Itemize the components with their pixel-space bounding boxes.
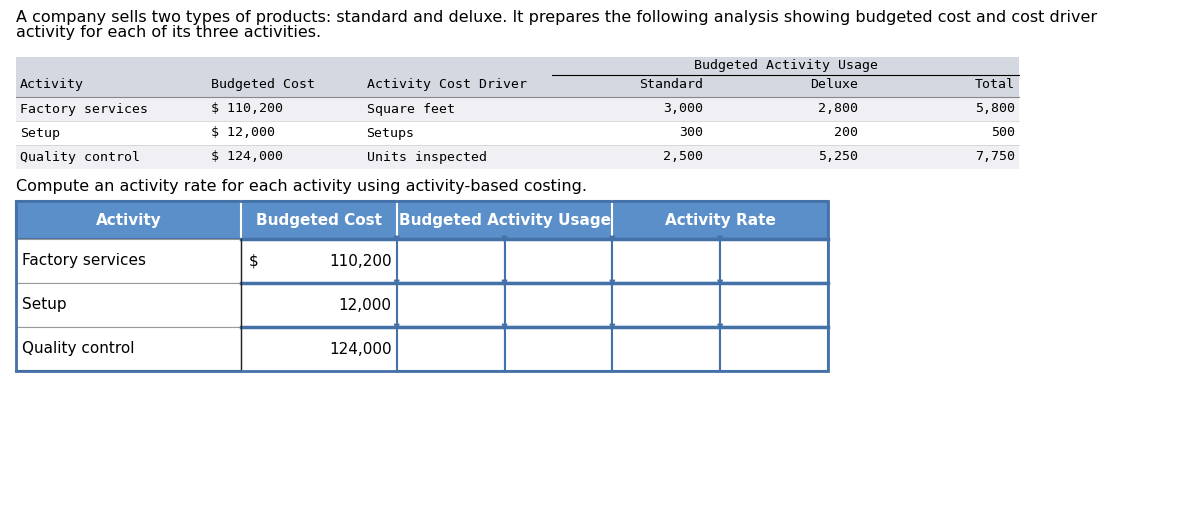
Bar (397, 239, 504, 283)
Bar (241, 327, 397, 371)
Bar (504, 327, 612, 371)
Text: 200: 200 (834, 127, 858, 140)
Bar (720, 283, 828, 327)
Text: Setup: Setup (20, 127, 60, 140)
Bar (16, 201, 828, 239)
Bar (16, 145, 1020, 169)
Text: Quality control: Quality control (23, 341, 134, 356)
Bar (16, 57, 1020, 97)
Text: 300: 300 (679, 127, 703, 140)
Text: 124,000: 124,000 (329, 341, 391, 356)
Text: $ 124,000: $ 124,000 (211, 150, 283, 163)
Bar (612, 327, 720, 371)
Bar (16, 121, 1020, 145)
Bar (16, 239, 241, 283)
Text: Activity: Activity (20, 78, 84, 91)
Text: $: $ (248, 253, 258, 268)
Text: Deluxe: Deluxe (810, 78, 858, 91)
Bar (241, 239, 397, 283)
Text: Units inspected: Units inspected (366, 150, 486, 163)
Text: Standard: Standard (638, 78, 703, 91)
Text: $ 110,200: $ 110,200 (211, 102, 283, 115)
Bar (612, 239, 720, 283)
Bar (720, 239, 828, 283)
Text: Factory services: Factory services (23, 253, 146, 268)
Text: 110,200: 110,200 (329, 253, 391, 268)
Bar (552, 57, 1020, 75)
Text: A company sells two types of products: standard and deluxe. It prepares the foll: A company sells two types of products: s… (16, 10, 1097, 25)
Text: 12,000: 12,000 (338, 298, 391, 313)
Bar (16, 97, 1020, 121)
Bar (16, 283, 241, 327)
Text: Square feet: Square feet (366, 102, 455, 115)
Text: Setup: Setup (23, 298, 67, 313)
Bar (504, 239, 612, 283)
Text: Setups: Setups (366, 127, 414, 140)
Bar (612, 283, 720, 327)
Text: Budgeted Cost: Budgeted Cost (256, 213, 382, 228)
Text: Compute an activity rate for each activity using activity-based costing.: Compute an activity rate for each activi… (16, 179, 587, 194)
Text: Total: Total (976, 78, 1015, 91)
Text: 2,800: 2,800 (818, 102, 858, 115)
Bar (720, 327, 828, 371)
Bar (241, 283, 397, 327)
Text: Budgeted Activity Usage: Budgeted Activity Usage (398, 213, 611, 228)
Text: Activity Rate: Activity Rate (665, 213, 775, 228)
Bar (16, 201, 828, 371)
Text: 5,800: 5,800 (976, 102, 1015, 115)
Text: Budgeted Activity Usage: Budgeted Activity Usage (694, 59, 877, 72)
Text: Activity: Activity (96, 213, 161, 228)
Text: Factory services: Factory services (20, 102, 148, 115)
Text: activity for each of its three activities.: activity for each of its three activitie… (16, 25, 320, 40)
Text: 5,250: 5,250 (818, 150, 858, 163)
Bar (504, 283, 612, 327)
Text: 2,500: 2,500 (662, 150, 703, 163)
Text: Activity Cost Driver: Activity Cost Driver (366, 78, 527, 91)
Bar (397, 327, 504, 371)
Text: 500: 500 (991, 127, 1015, 140)
Text: Quality control: Quality control (20, 150, 140, 163)
Text: 3,000: 3,000 (662, 102, 703, 115)
Text: $ 12,000: $ 12,000 (211, 127, 275, 140)
Bar (16, 327, 241, 371)
Text: 7,750: 7,750 (976, 150, 1015, 163)
Bar (397, 283, 504, 327)
Text: Budgeted Cost: Budgeted Cost (211, 78, 316, 91)
